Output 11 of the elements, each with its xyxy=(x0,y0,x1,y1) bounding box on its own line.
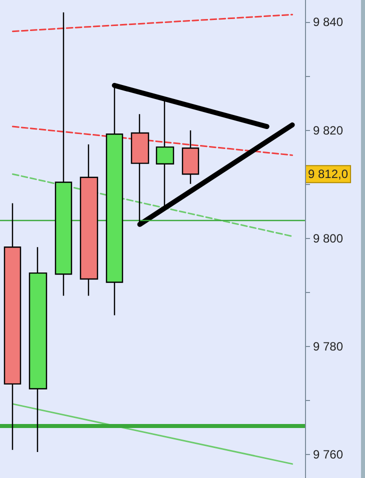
candlestick xyxy=(80,144,98,296)
candlestick xyxy=(4,202,22,450)
text: 9 812,0 xyxy=(308,167,348,182)
candlestick xyxy=(54,12,72,296)
candlestick xyxy=(182,130,200,184)
y-tick-label: 9 780 xyxy=(313,340,344,354)
y-tick-label: 9 820 xyxy=(313,123,344,138)
y-tick-label: 9 760 xyxy=(313,448,344,462)
y-tick-label: 9 840 xyxy=(313,15,344,30)
y-tick-label: 9 800 xyxy=(313,231,344,246)
candlestick xyxy=(28,246,48,453)
